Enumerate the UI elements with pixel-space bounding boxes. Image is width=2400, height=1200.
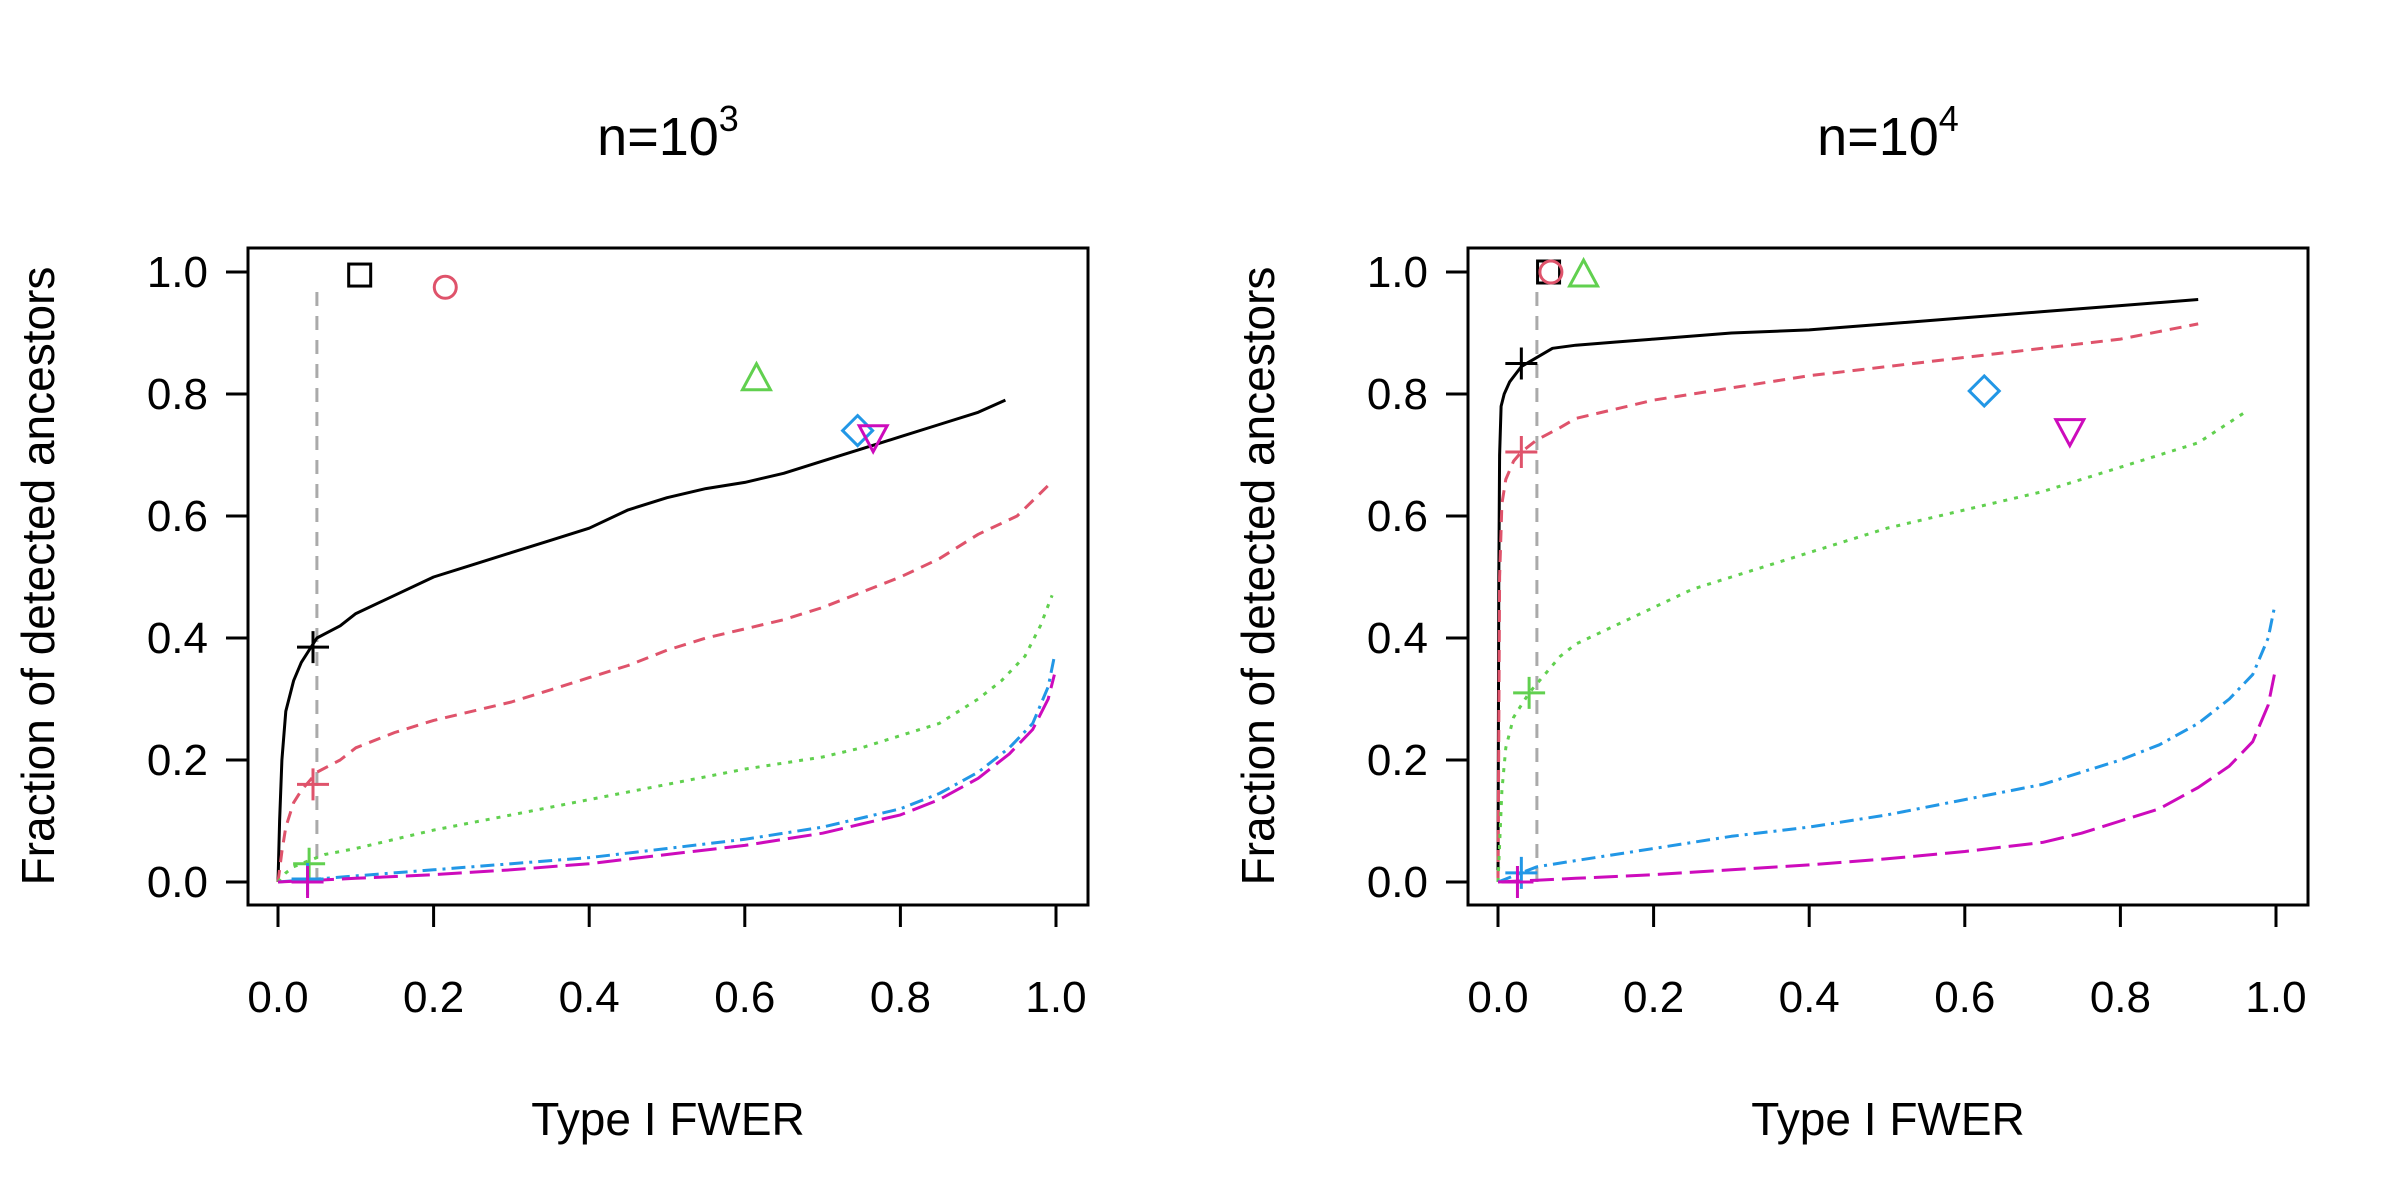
- plus-marker-red: [1505, 435, 1538, 468]
- series-line-black: [276, 398, 1007, 883]
- y-tick-label: 0.8: [1367, 370, 1428, 419]
- y-tick-label: 0.2: [1367, 736, 1428, 785]
- plus-marker-black: [1505, 347, 1538, 380]
- x-tick-label: 0.6: [1934, 973, 1995, 1022]
- y-tick-label: 0.4: [1367, 614, 1428, 663]
- y-axis-title: Fraction of detected ancestors: [12, 267, 64, 886]
- x-tick-label: 1.0: [2245, 973, 2306, 1022]
- panel-title-exponent: 4: [1939, 98, 1959, 139]
- y-axis-title: Fraction of detected ancestors: [1232, 267, 1284, 886]
- series-line-blue: [1497, 607, 2276, 884]
- y-tick-label: 1.0: [1367, 248, 1428, 297]
- panel-title: n=104: [1817, 98, 1959, 167]
- panel-title-exponent: 3: [719, 98, 739, 139]
- plus-marker-magenta: [291, 866, 324, 898]
- y-tick-label: 0.0: [147, 858, 208, 907]
- x-axis-title: Type I FWER: [531, 1093, 804, 1145]
- plot-frame: [246, 246, 1090, 907]
- x-tick-label: 0.2: [1623, 973, 1684, 1022]
- panel-title-base: n=10: [1817, 107, 1939, 167]
- series-line-black: [1496, 298, 2199, 883]
- panel-title-base: n=10: [597, 107, 719, 167]
- panel-title: n=103: [597, 98, 739, 167]
- x-tick-label: 1.0: [1025, 973, 1086, 1022]
- point-triangle-down-magenta: [856, 424, 890, 455]
- plus-marker-green: [1513, 676, 1546, 709]
- plus-marker-magenta: [1501, 866, 1534, 898]
- plot-frame: [1466, 246, 2310, 907]
- panel-n-10000: n=104 0.0 0.2 0.4 0.6 0.8 1.0 0.0 0.2 0.4 0.6 0.8 1.…: [1232, 98, 2310, 1145]
- x-tick-label: 0.0: [247, 973, 308, 1022]
- point-triangle-green: [1567, 256, 1601, 288]
- plus-marker-blue: [1505, 856, 1538, 889]
- series-line-green: [1496, 411, 2246, 883]
- series-line-magenta: [1497, 674, 2276, 884]
- y-tick-label: 0.2: [147, 736, 208, 785]
- panel-n-1000: n=103 0.0 0.2 0.4 0.6 0.8 1.0 0.0 0.2 0.4 0.6 0.8 1.…: [12, 98, 1090, 1145]
- x-tick-label: 0.0: [1467, 973, 1528, 1022]
- x-tick-label: 0.4: [1779, 973, 1840, 1022]
- y-tick-label: 0.6: [147, 492, 208, 541]
- series-line-blue: [277, 656, 1056, 884]
- series-line-green: [276, 594, 1054, 883]
- y-tick-label: 0.6: [1367, 492, 1428, 541]
- y-tick-label: 0.8: [147, 370, 208, 419]
- y-tick-label: 0.4: [147, 614, 208, 663]
- x-tick-label: 0.2: [403, 973, 464, 1022]
- x-tick-label: 0.4: [559, 973, 620, 1022]
- point-circle-red: [1538, 259, 1564, 285]
- point-diamond-blue: [1967, 373, 2002, 409]
- plus-marker-red: [297, 768, 330, 801]
- plus-marker-black: [297, 631, 330, 664]
- series-line-magenta: [277, 674, 1056, 884]
- point-square-black: [347, 262, 373, 288]
- series-line-red: [1496, 322, 2199, 883]
- point-triangle-green: [739, 360, 773, 392]
- x-tick-label: 0.8: [870, 973, 931, 1022]
- y-tick-label: 0.0: [1367, 858, 1428, 907]
- x-tick-label: 0.6: [714, 973, 775, 1022]
- x-tick-label: 0.8: [2090, 973, 2151, 1022]
- point-circle-red: [432, 274, 458, 300]
- point-triangle-down-magenta: [2053, 418, 2087, 449]
- x-axis-title: Type I FWER: [1751, 1093, 2024, 1145]
- series-line-red: [276, 484, 1050, 883]
- y-tick-label: 1.0: [147, 248, 208, 297]
- plus-marker-green: [293, 847, 326, 880]
